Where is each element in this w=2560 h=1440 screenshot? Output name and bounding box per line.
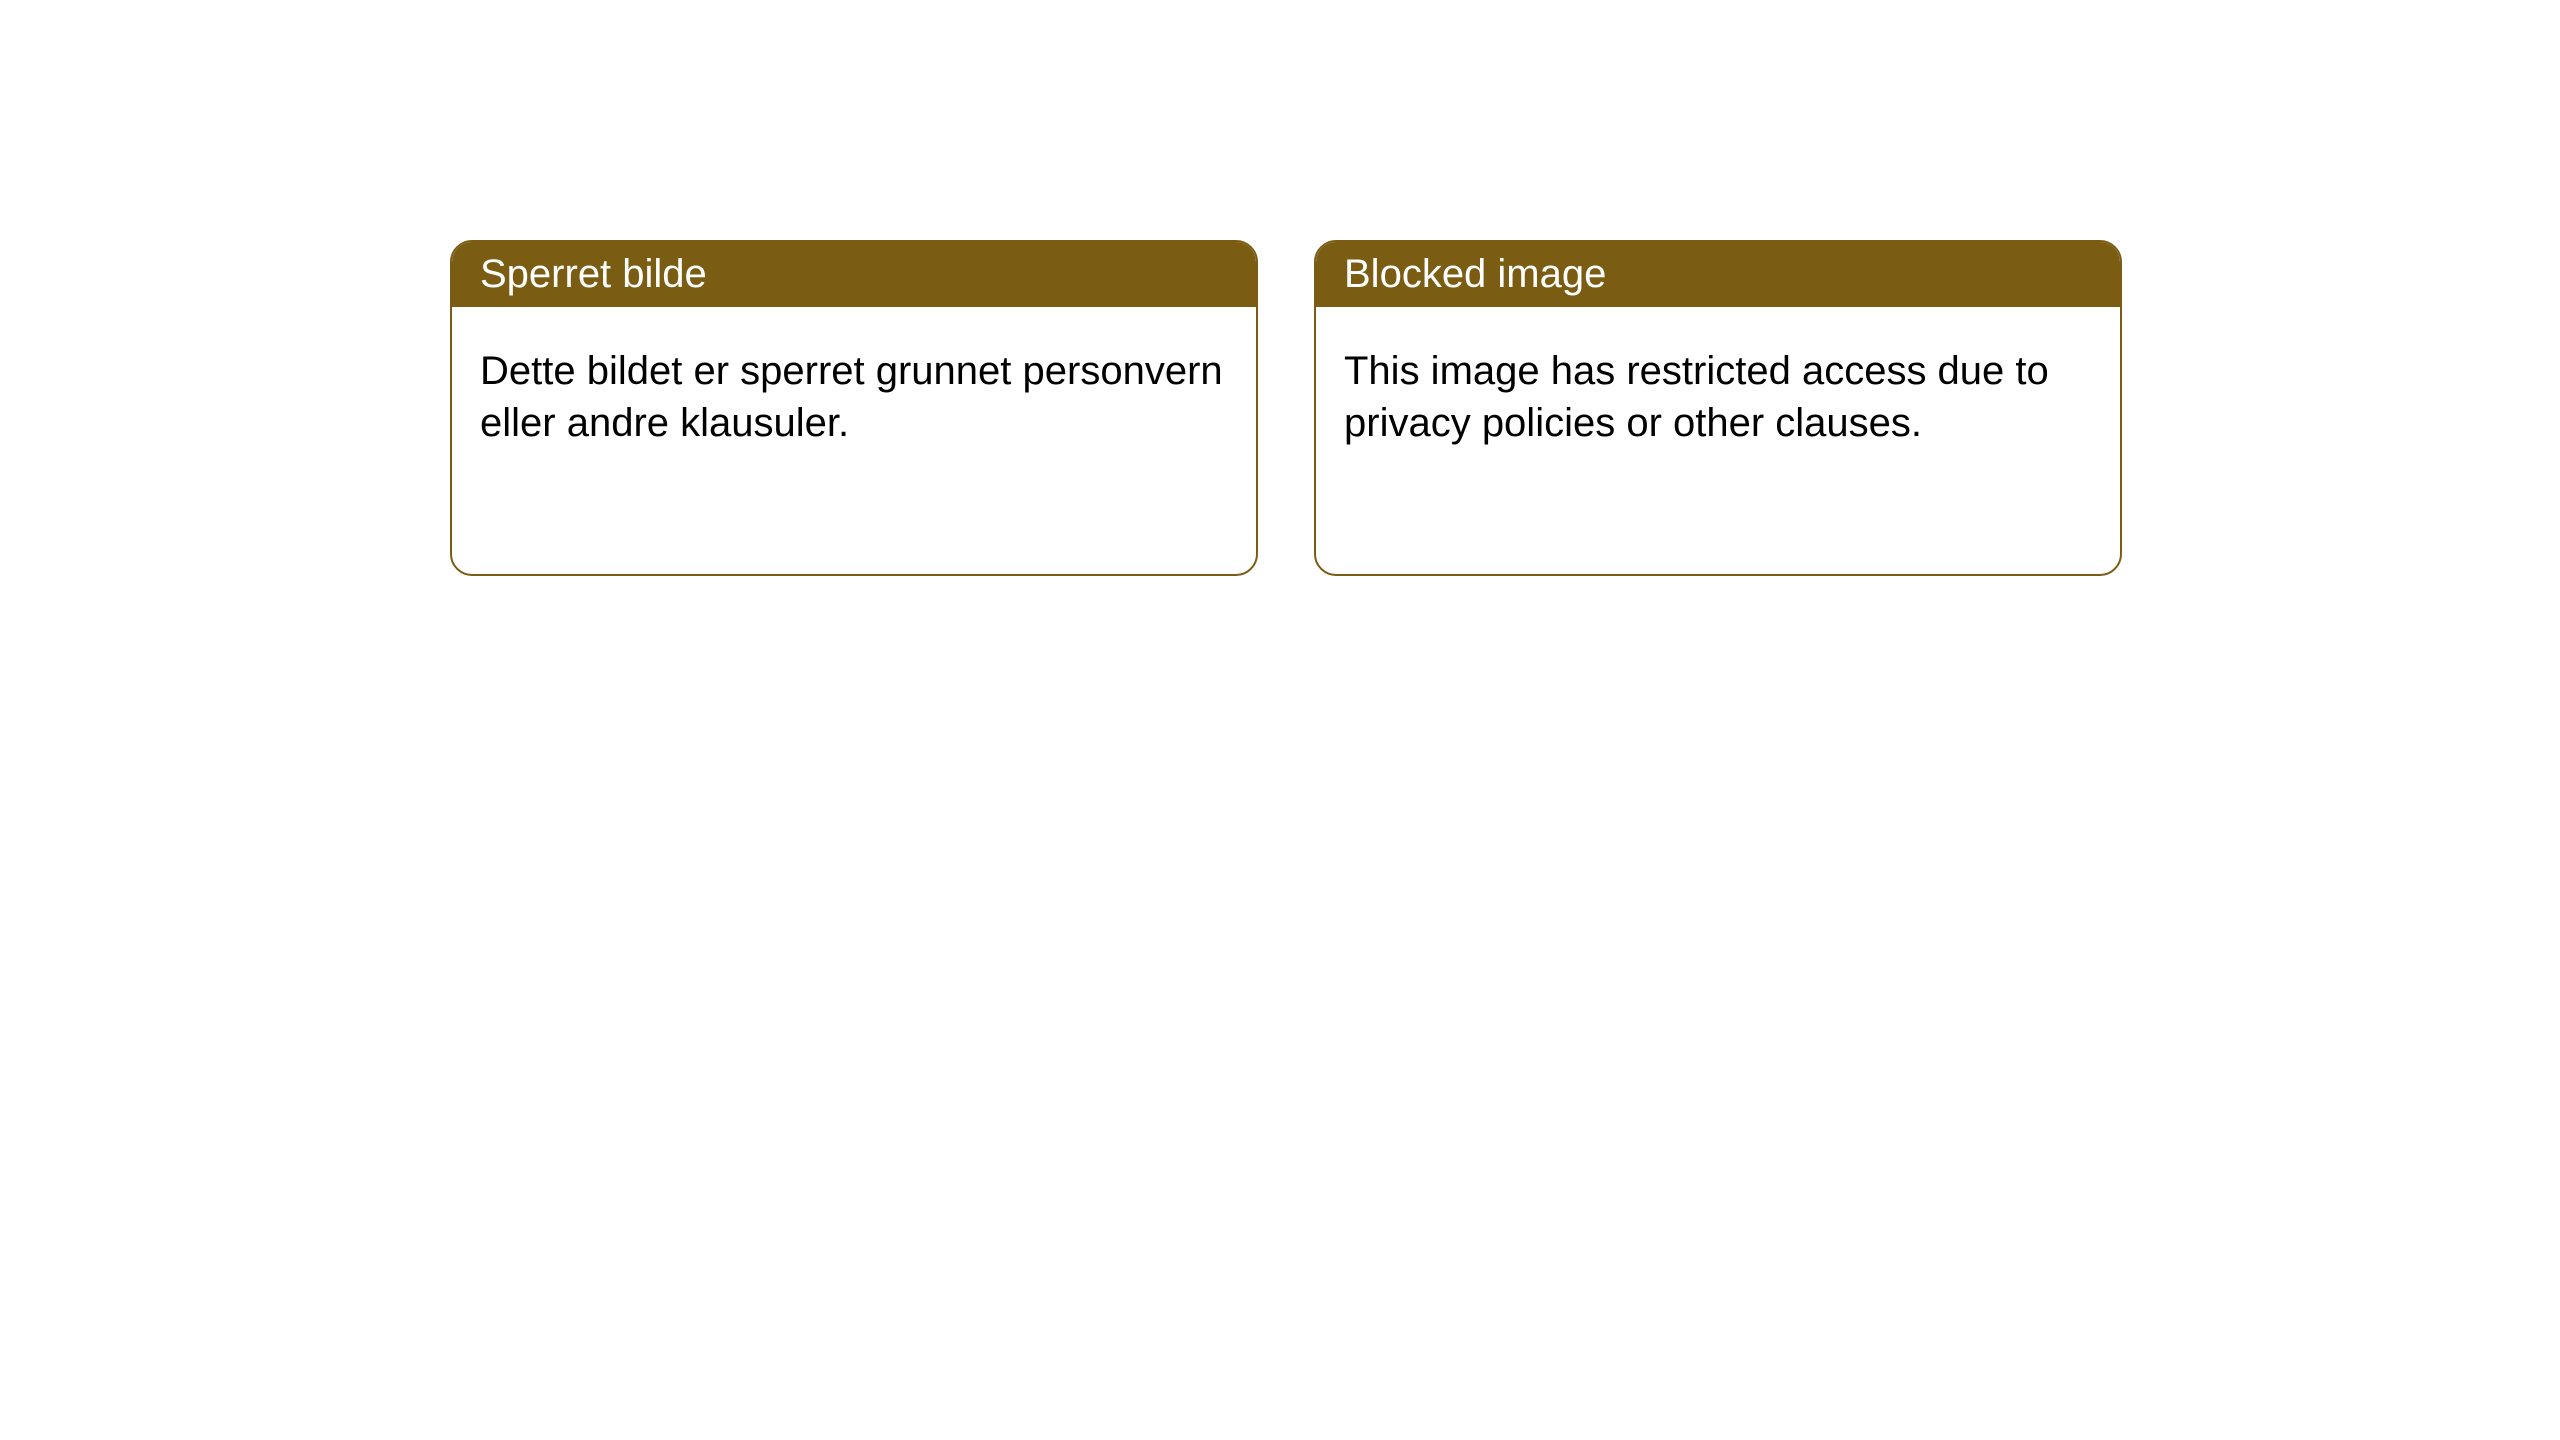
notice-box-norwegian: Sperret bilde Dette bildet er sperret gr… bbox=[450, 240, 1258, 576]
notice-body: Dette bildet er sperret grunnet personve… bbox=[452, 307, 1256, 487]
notice-container: Sperret bilde Dette bildet er sperret gr… bbox=[0, 0, 2560, 576]
notice-title: Sperret bilde bbox=[452, 242, 1256, 307]
notice-box-english: Blocked image This image has restricted … bbox=[1314, 240, 2122, 576]
notice-title: Blocked image bbox=[1316, 242, 2120, 307]
notice-body: This image has restricted access due to … bbox=[1316, 307, 2120, 487]
